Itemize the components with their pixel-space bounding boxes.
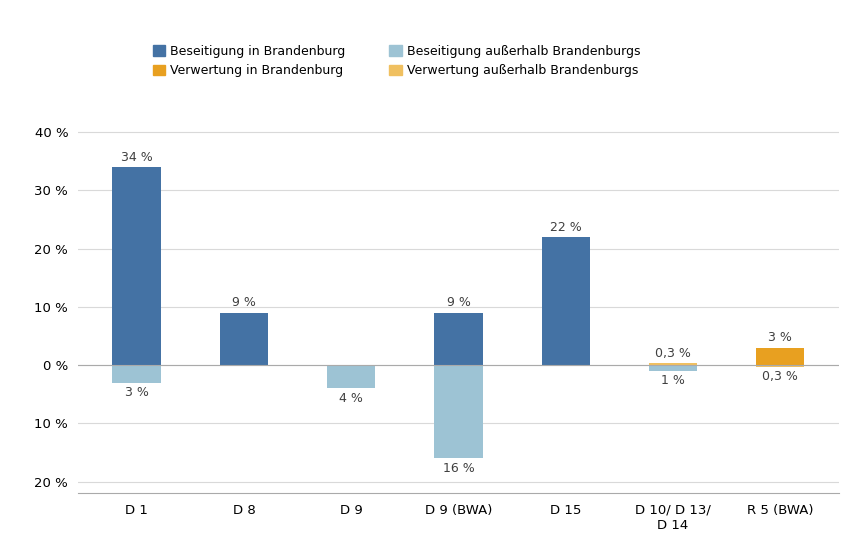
Text: 34 %: 34 % — [121, 151, 152, 164]
Bar — [327, 365, 375, 389]
Text: 22 %: 22 % — [550, 220, 581, 233]
Bar — [756, 347, 804, 365]
Text: 0,3 %: 0,3 % — [762, 370, 798, 384]
Text: 9 %: 9 % — [446, 296, 471, 309]
Text: 9 %: 9 % — [232, 296, 256, 309]
Bar — [434, 313, 483, 365]
Text: 0,3 %: 0,3 % — [655, 347, 691, 360]
Text: 3 %: 3 % — [768, 331, 792, 344]
Text: 16 %: 16 % — [443, 462, 474, 475]
Bar — [112, 167, 161, 365]
Bar — [649, 363, 697, 365]
Bar — [541, 237, 590, 365]
Bar — [649, 365, 697, 371]
Bar — [434, 365, 483, 458]
Text: 1 %: 1 % — [661, 374, 685, 387]
Bar — [220, 313, 268, 365]
Bar — [756, 365, 804, 367]
Bar — [112, 365, 161, 383]
Text: 3 %: 3 % — [125, 386, 149, 399]
Text: 4 %: 4 % — [339, 392, 363, 405]
Legend: Beseitigung in Brandenburg, Verwertung in Brandenburg, Beseitigung außerhalb Bra: Beseitigung in Brandenburg, Verwertung i… — [152, 45, 640, 77]
